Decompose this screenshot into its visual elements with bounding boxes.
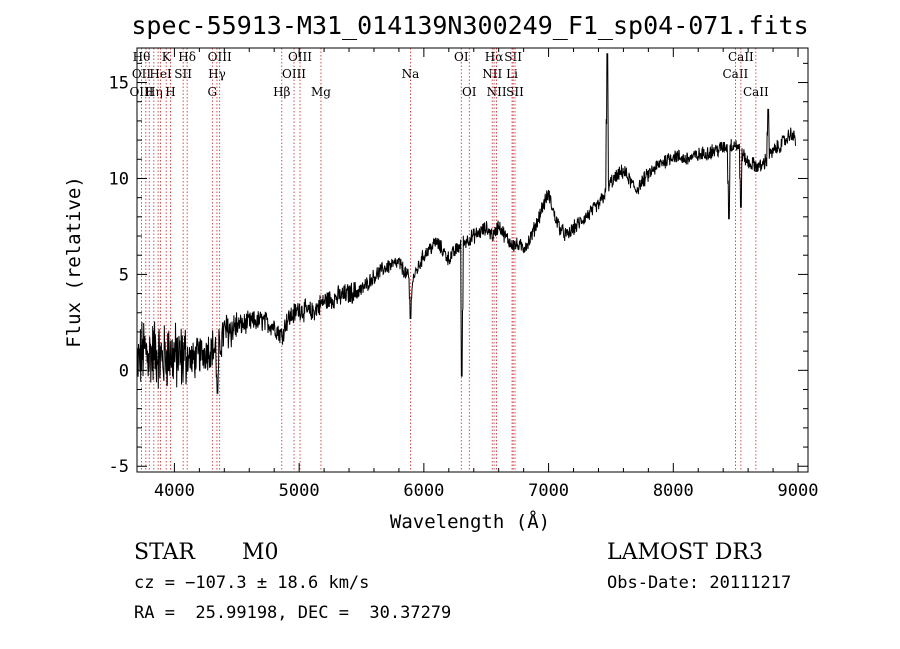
line-label: OIII <box>129 85 153 99</box>
line-label: Mg <box>311 85 331 99</box>
plot-frame <box>136 47 809 473</box>
line-label: CaII <box>743 85 769 99</box>
y-axis-label: Flux (relative) <box>63 176 85 348</box>
velocity-readout: cz = −107.3 ± 18.6 km/s <box>134 573 370 593</box>
line-label: Li <box>506 67 518 81</box>
object-class: STAR <box>134 540 195 565</box>
x-tick-label: 7000 <box>528 481 569 501</box>
y-tick-label: 0 <box>119 361 129 381</box>
spectrum-series <box>136 53 796 394</box>
y-tick-label: 10 <box>109 169 129 189</box>
y-tick-label: 15 <box>109 74 129 94</box>
line-label: SII <box>506 85 524 99</box>
line-label: OI <box>462 85 477 99</box>
line-label: SII <box>504 50 522 64</box>
survey-name: LAMOST DR3 <box>607 540 763 565</box>
x-tick-label: 9000 <box>778 481 819 501</box>
x-axis-label: Wavelength (Å) <box>390 510 550 533</box>
line-label: Hβ <box>273 85 290 99</box>
line-label: HeI <box>149 67 172 81</box>
line-label: OI <box>454 50 469 64</box>
line-label: Hδ <box>178 50 196 64</box>
x-tick-label: 8000 <box>653 481 694 501</box>
x-tick-label: 4000 <box>154 481 195 501</box>
line-label: SII <box>174 67 192 81</box>
obs-date: Obs-Date: 20111217 <box>607 573 792 593</box>
line-markers: HθOIIOIIIHηHeIKHSIIHδGHγOIIIHβOIIIOIIIMg… <box>129 48 769 472</box>
line-label: Hθ <box>133 50 151 64</box>
object-subclass: M0 <box>242 540 279 565</box>
line-label: OIII <box>288 50 312 64</box>
chart-title: spec-55913-M31_014139N300249_F1_sp04-071… <box>131 11 808 40</box>
line-label: G <box>208 85 218 99</box>
line-label: NII <box>487 85 507 99</box>
line-label: CaII <box>722 67 748 81</box>
x-tick-label: 5000 <box>279 481 320 501</box>
line-label: Hη <box>145 85 163 99</box>
line-label: OIII <box>208 50 232 64</box>
spectrum-line <box>136 53 796 394</box>
line-label: CaII <box>728 50 754 64</box>
line-label: Hγ <box>208 67 226 81</box>
axes: 4000 5000 6000 7000 8000 9000 -5 0 5 10 15 <box>109 47 819 501</box>
line-label: H <box>165 85 175 99</box>
line-label: NII <box>482 67 502 81</box>
coordinates: RA = 25.99198, DEC = 30.37279 <box>134 603 452 623</box>
x-tick-label: 6000 <box>403 481 444 501</box>
line-label: Hα <box>485 50 504 64</box>
line-label: Na <box>402 67 420 81</box>
y-tick-label: -5 <box>109 457 129 477</box>
line-label: OIII <box>282 67 306 81</box>
y-tick-label: 5 <box>119 265 129 285</box>
line-label: K <box>162 50 172 64</box>
